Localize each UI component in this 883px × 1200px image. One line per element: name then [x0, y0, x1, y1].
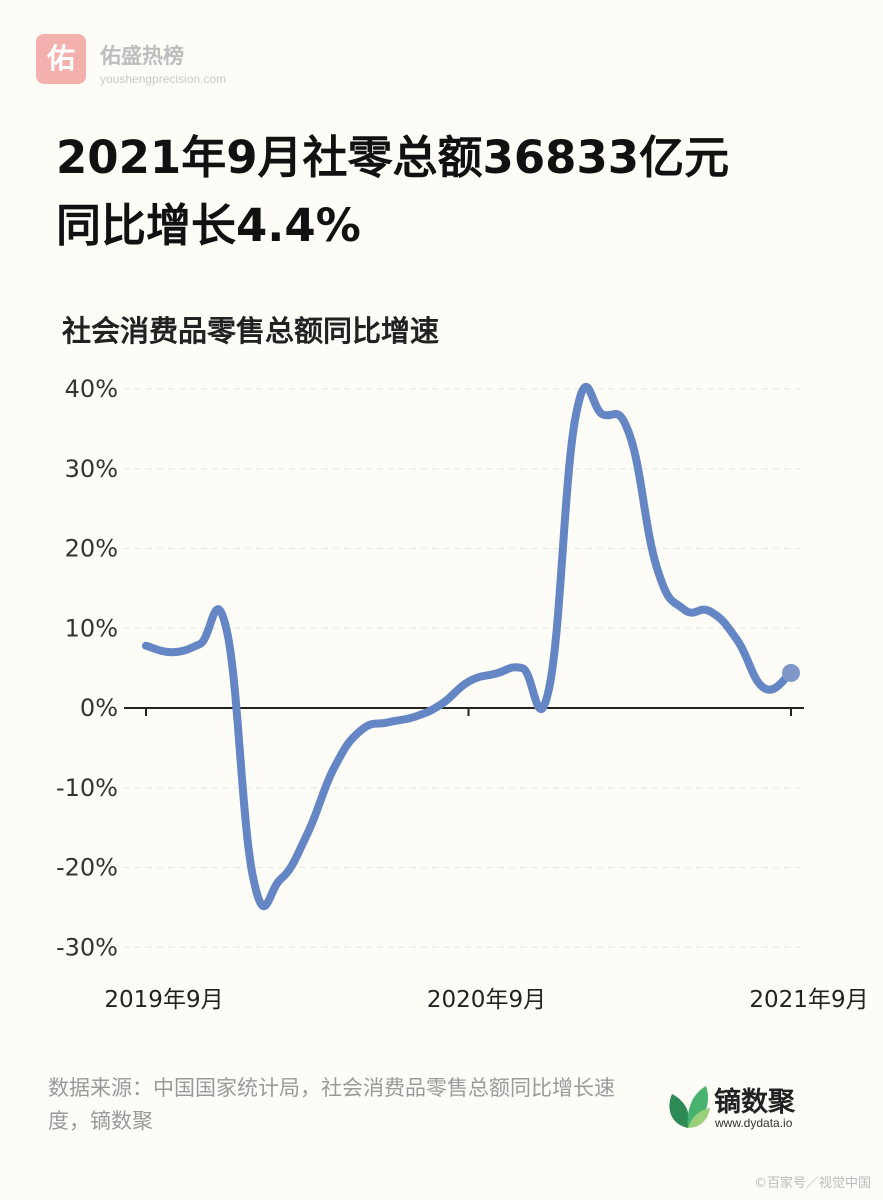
- x-tick-label: 2019年9月: [104, 987, 223, 1013]
- x-axis: [124, 707, 804, 716]
- x-tick-label: 2021年9月: [749, 987, 868, 1013]
- brand-logo: 镝数聚 www.dydata.io: [666, 1080, 816, 1136]
- watermark-logo: 佑: [36, 34, 86, 84]
- end-point: [782, 663, 800, 682]
- y-tick-label: 40%: [65, 375, 118, 403]
- y-tick-label: 0%: [80, 694, 118, 722]
- x-axis-labels: 2019年9月 2020年9月 2021年9月: [104, 987, 868, 1013]
- grid-lines: [124, 388, 804, 948]
- y-tick-label: 10%: [65, 614, 118, 642]
- y-tick-label: 20%: [65, 535, 118, 563]
- image-credit: ©百家号／视觉中国: [753, 1176, 871, 1191]
- y-axis-labels: 40% 30% 20% 10% 0% -10% -20% -30%: [56, 375, 118, 961]
- leaf-icon: [669, 1086, 710, 1128]
- y-tick-label: -10%: [56, 774, 118, 802]
- series-layer: [142, 382, 800, 911]
- title-line-2: 同比增长4.4%: [56, 199, 361, 252]
- brand-url: www.dydata.io: [715, 1116, 793, 1130]
- title-line-1: 2021年9月社零总额36833亿元: [56, 131, 730, 184]
- watermark-url: youshengprecision.com: [100, 72, 227, 86]
- y-tick-label: 30%: [65, 455, 118, 483]
- x-tick-label: 2020年9月: [427, 987, 546, 1013]
- series-line: [142, 382, 795, 911]
- brand-name: 镝数聚: [714, 1087, 795, 1118]
- source-note: 数据来源：中国国家统计局，社会消费品零售总额同比增长速度，镝数聚: [48, 1076, 615, 1133]
- chart-title: 社会消费品零售总额同比增速: [62, 314, 440, 348]
- page-title: 2021年9月社零总额36833亿元 同比增长4.4%: [56, 124, 856, 260]
- y-tick-label: -20%: [56, 854, 118, 882]
- watermark-name: 佑盛热榜: [100, 44, 184, 68]
- y-tick-label: -30%: [56, 933, 118, 961]
